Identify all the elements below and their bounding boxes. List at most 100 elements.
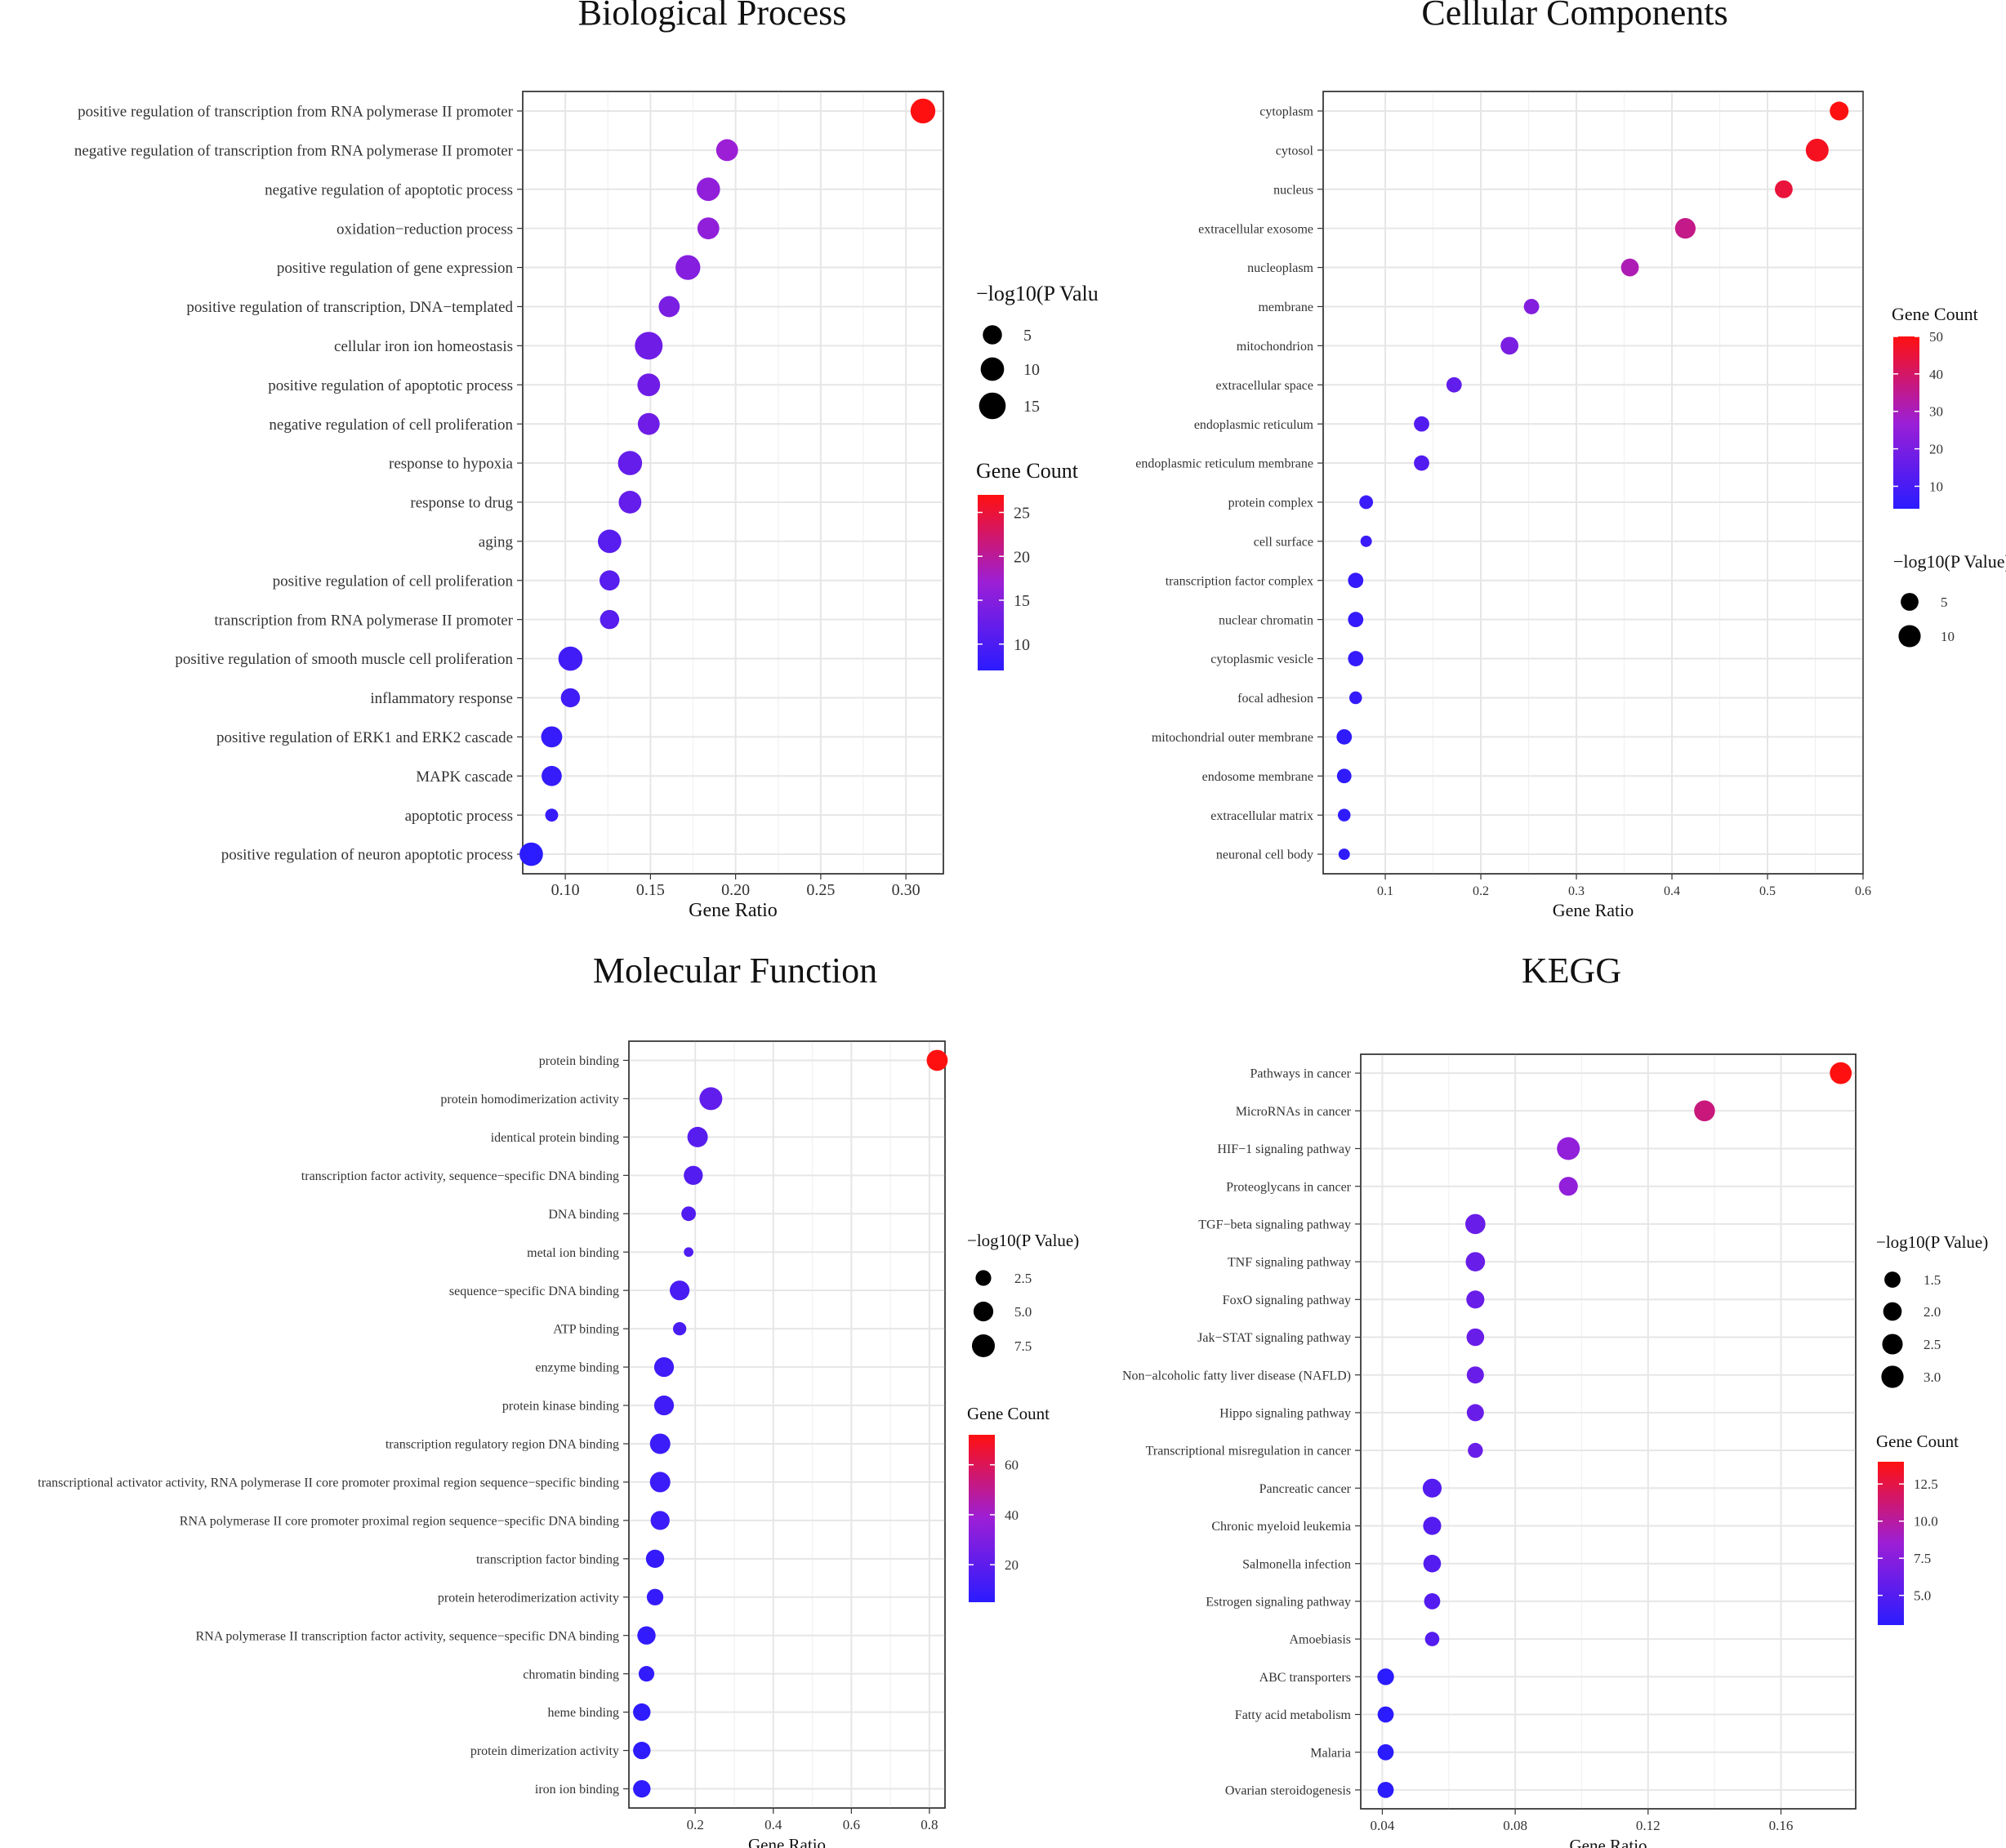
data-point (1377, 1743, 1394, 1761)
color-legend-bar (1878, 1462, 1904, 1625)
data-point (1359, 495, 1374, 510)
chart-title: Biological Process (578, 0, 847, 33)
color-legend-title: Gene Count (976, 459, 1079, 483)
size-legend-title: −log10(P Valu (976, 282, 1099, 305)
size-legend-dot (1898, 625, 1921, 648)
x-tick-label: 0.4 (765, 1817, 782, 1832)
size-legend-dot (972, 1334, 995, 1357)
term-label: cytoplasmic vesicle (1210, 652, 1313, 666)
data-point (1446, 376, 1462, 393)
data-point (1337, 808, 1351, 822)
data-point (645, 1549, 665, 1569)
data-point (687, 1126, 708, 1147)
color-legend-label: 50 (1929, 329, 1943, 345)
data-point (1414, 455, 1429, 471)
term-label: nucleoplasm (1247, 261, 1313, 275)
size-legend-label: 15 (1023, 398, 1040, 416)
color-legend-label: 10 (1929, 479, 1943, 494)
data-point (697, 217, 720, 240)
term-label: positive regulation of apoptotic process (268, 377, 513, 394)
x-tick-label: 0.1 (1377, 884, 1393, 898)
data-point (670, 1280, 690, 1301)
color-legend-bar (1893, 336, 1919, 509)
data-point (1465, 1252, 1486, 1271)
x-tick-label: 0.5 (1759, 884, 1776, 898)
data-point (638, 1666, 655, 1682)
x-tick-label: 0.04 (1371, 1818, 1395, 1833)
data-point (545, 808, 559, 822)
term-label: protein binding (539, 1054, 619, 1068)
panel-kegg: KEGG 0.04 0.08 0.12 0.16 Pathways in cancer Mi… (1122, 951, 1988, 1848)
term-label: endoplasmic reticulum (1194, 418, 1314, 432)
color-legend-label: 5.0 (1914, 1588, 1931, 1604)
data-point (1348, 651, 1364, 666)
term-label: positive regulation of neuron apoptotic … (221, 847, 513, 864)
term-label: Proteoglycans in cancer (1226, 1180, 1352, 1194)
data-point (637, 412, 660, 435)
data-point (684, 1165, 703, 1185)
term-label: Non−alcoholic fatty liver disease (NAFLD… (1122, 1369, 1351, 1383)
size-legend-label: 2.5 (1924, 1337, 1941, 1352)
size-legend-label: 2.5 (1014, 1271, 1032, 1286)
term-label: nucleus (1273, 183, 1313, 197)
data-point (597, 529, 622, 554)
term-label: positive regulation of ERK1 and ERK2 cas… (216, 729, 513, 746)
term-label: Chronic myeloid leukemia (1211, 1520, 1351, 1534)
data-point (1377, 1706, 1394, 1723)
x-tick-label: 0.15 (636, 881, 665, 899)
x-axis-label: Gene Ratio (689, 900, 778, 921)
size-legend-dot (983, 325, 1002, 345)
size-legend-dot (1881, 1365, 1904, 1388)
data-point (1377, 1782, 1394, 1798)
data-point (926, 1049, 948, 1071)
data-point (649, 1472, 671, 1493)
x-axis-label: Gene Ratio (748, 1835, 826, 1848)
term-label: Amoebiasis (1289, 1633, 1351, 1647)
term-label: heme binding (547, 1706, 619, 1720)
size-legend-title: −log10(P Value) (1893, 551, 2006, 572)
plot-frame (522, 91, 944, 875)
term-label: transcription from RNA polymerase II pro… (214, 612, 513, 629)
data-point (1620, 258, 1639, 277)
data-point (617, 451, 643, 475)
plot-frame (628, 1040, 946, 1809)
data-point (1830, 101, 1849, 121)
x-tick-label: 0.2 (1473, 884, 1489, 898)
data-point (1414, 416, 1429, 432)
term-label: protein heterodimerization activity (438, 1591, 619, 1605)
data-point (1424, 1632, 1440, 1646)
data-point (1424, 1593, 1441, 1610)
term-label: Estrogen signaling pathway (1206, 1596, 1351, 1610)
term-label: Fatty acid metabolism (1235, 1708, 1352, 1722)
term-label: endoplasmic reticulum membrane (1135, 457, 1313, 471)
data-point (910, 98, 936, 124)
term-label: extracellular exosome (1198, 222, 1313, 236)
term-label: inflammatory response (370, 690, 513, 707)
size-legend-dot (978, 392, 1006, 420)
data-point (637, 373, 661, 397)
chart-title: Cellular Components (1421, 0, 1727, 33)
term-label: endosome membrane (1202, 770, 1313, 784)
panel-molecular-function: Molecular Function 0.2 0.4 0.6 0.8 protein bi… (38, 951, 1079, 1848)
data-point (1466, 1328, 1485, 1347)
data-point (560, 688, 581, 708)
x-tick-label: 0.20 (721, 881, 750, 899)
term-label: ABC transporters (1259, 1671, 1351, 1685)
data-point (684, 1247, 693, 1258)
term-label: transcription factor activity, sequence−… (301, 1169, 619, 1183)
term-label: HIF−1 signaling pathway (1217, 1142, 1351, 1156)
plot-frame (1322, 91, 1864, 875)
term-label: protein homodimerization activity (440, 1093, 619, 1107)
data-point (1775, 180, 1793, 198)
term-label: identical protein binding (491, 1131, 619, 1145)
size-legend-dot (1882, 1334, 1903, 1355)
term-label: cytoplasm (1259, 105, 1313, 119)
panel-biological-process: Biological Process 0.10 0.15 0.20 0.25 0.30 po… (74, 0, 1099, 921)
term-label: MAPK cascade (416, 768, 513, 786)
data-point (672, 1321, 687, 1336)
term-label: extracellular space (1216, 379, 1313, 393)
data-point (1694, 1100, 1715, 1122)
x-axis-label: Gene Ratio (1569, 1836, 1647, 1848)
term-label: positive regulation of gene expression (277, 260, 514, 277)
data-point (1557, 1137, 1580, 1160)
